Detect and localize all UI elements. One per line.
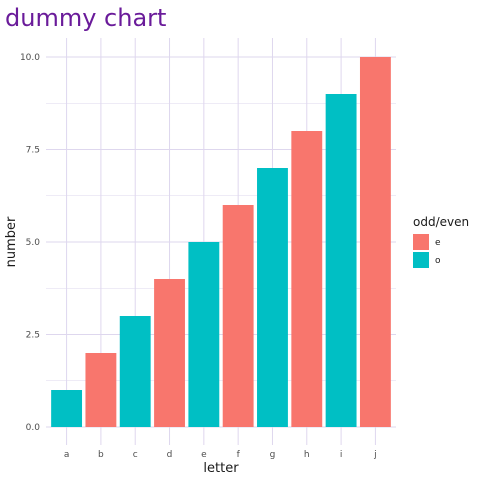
x-tick-label: g	[270, 450, 276, 460]
legend-key-e	[413, 234, 429, 250]
legend-key-o	[413, 252, 429, 268]
bar-d	[154, 279, 185, 427]
x-tick-label: j	[373, 450, 377, 460]
legend: odd/even eo	[413, 215, 469, 268]
x-tick-label: f	[237, 450, 241, 460]
chart-title: dummy chart	[5, 4, 166, 32]
x-tick-label: b	[98, 450, 104, 460]
x-tick-label: c	[133, 450, 138, 460]
legend-label-o: o	[435, 256, 441, 266]
x-axis: a b c d e f g h i j	[64, 450, 377, 460]
y-tick-label: 5.0	[26, 238, 41, 248]
bars	[51, 57, 391, 427]
bar-b	[85, 353, 117, 427]
legend-title: odd/even	[413, 215, 469, 229]
y-axis: 0.0 2.5 5.0 7.5 10.0	[20, 53, 40, 433]
bar-c	[119, 316, 151, 427]
y-tick-label: 0.0	[26, 423, 41, 433]
legend-label-e: e	[435, 238, 441, 248]
x-axis-title: letter	[203, 461, 239, 476]
bar-a	[51, 390, 83, 427]
y-axis-title: number	[4, 216, 19, 267]
y-tick-label: 7.5	[26, 146, 40, 156]
x-tick-label: a	[64, 450, 70, 460]
bar-j	[359, 57, 391, 427]
bar-h	[291, 131, 323, 427]
bar-e	[188, 242, 220, 427]
bar-f	[222, 205, 254, 427]
y-tick-label: 2.5	[26, 331, 40, 341]
x-tick-label: d	[167, 450, 173, 460]
y-tick-label: 10.0	[20, 53, 40, 63]
bar-i	[325, 94, 357, 427]
x-tick-label: e	[201, 450, 207, 460]
bar-g	[257, 168, 288, 427]
x-tick-label: h	[304, 450, 310, 460]
x-tick-label: i	[340, 450, 343, 460]
